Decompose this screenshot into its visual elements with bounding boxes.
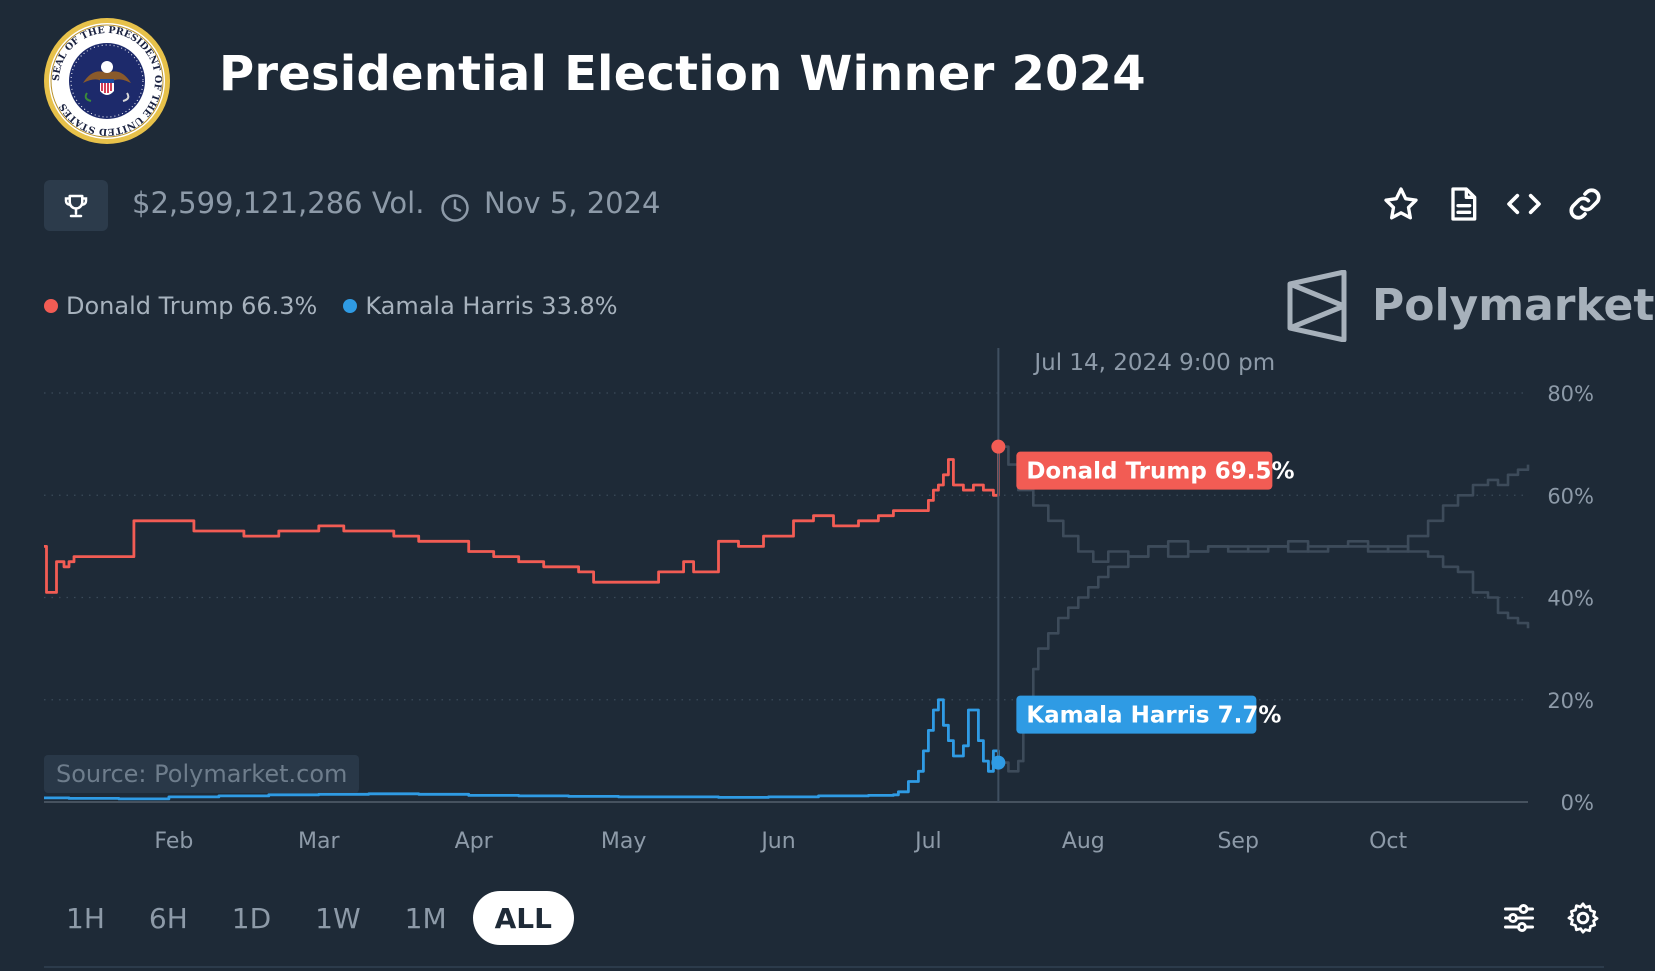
hover-dot-kamala-harris [991,755,1006,770]
volume-text: $2,599,121,286 Vol. [132,186,425,220]
chart-legend: Donald Trump 66.3% Kamala Harris 33.8% [44,292,618,320]
source-label: Source: Polymarket.com [44,755,360,793]
hover-tooltip-donald-trump [1016,451,1273,490]
gear-icon[interactable] [1565,900,1601,936]
y-tick-label: 40% [1547,587,1594,611]
end-date-text: Nov 5, 2024 [484,186,661,220]
legend-label-trump: Donald Trump 66.3% [66,292,318,320]
series-line-faded-kamala-harris [998,464,1530,773]
legend-item-trump[interactable]: Donald Trump 66.3% [44,292,317,320]
bottom-divider [44,966,1604,968]
hover-tooltip-label: Kamala Harris 7.7% [1026,703,1281,729]
x-tick-label: Jul [913,829,942,854]
x-tick-label: Feb [154,829,193,854]
x-tick-label: Oct [1369,829,1407,854]
series-line-kamala-harris [44,698,1000,801]
legend-dot-trump [44,299,58,313]
x-tick-label: May [601,829,646,854]
hover-dot-donald-trump [991,439,1006,454]
link-icon[interactable] [1565,184,1605,224]
range-button-6h[interactable]: 6H [148,901,188,935]
legend-dot-harris [343,299,358,313]
y-tick-label: 20% [1547,689,1594,713]
hover-timestamp: Jul 14, 2024 9:00 pm [1032,350,1275,376]
trophy-icon [64,194,88,217]
hover-tooltip-label: Donald Trump 69.5% [1026,459,1294,485]
range-button-all[interactable]: ALL [472,891,574,945]
sliders-icon[interactable] [1501,900,1537,936]
presidential-seal-logo: SEAL OF THE PRESIDENT OF THE UNITED STAT… [43,17,171,145]
code-icon[interactable] [1504,184,1544,224]
page-title: Presidential Election Winner 2024 [219,46,1146,102]
range-button-1w[interactable]: 1W [315,901,361,935]
document-icon[interactable] [1443,184,1483,224]
y-tick-label: 60% [1547,484,1594,508]
price-chart[interactable]: 80% 60% 40% 20% 0% Feb Mar Apr May Jun Jul Aug Sep Oc… [0,0,1655,880]
legend-label-harris: Kamala Harris 33.8% [365,292,618,320]
hover-tooltip-kamala-harris [1016,695,1257,734]
polymarket-logo-icon [1287,270,1347,342]
legend-item-harris[interactable]: Kamala Harris 33.8% [343,292,618,320]
clock-icon [441,194,469,222]
series-line-donald-trump [44,446,1000,594]
x-tick-label: Apr [455,829,494,854]
x-tick-label: Aug [1062,829,1105,854]
x-tick-label: Jun [759,829,795,854]
star-icon[interactable] [1381,184,1421,224]
range-button-1h[interactable]: 1H [66,901,105,935]
x-tick-label: Sep [1217,829,1258,854]
range-button-1d[interactable]: 1D [231,901,272,935]
trophy-badge [44,180,108,231]
y-tick-label: 80% [1547,382,1594,406]
range-button-1m[interactable]: 1M [404,901,447,935]
y-tick-label: 0% [1561,791,1594,815]
time-range-selector: 1H 6H 1D 1W 1M ALL [44,891,574,945]
polymarket-wordmark: Polymarket [1372,280,1655,331]
x-tick-label: Mar [298,829,340,854]
